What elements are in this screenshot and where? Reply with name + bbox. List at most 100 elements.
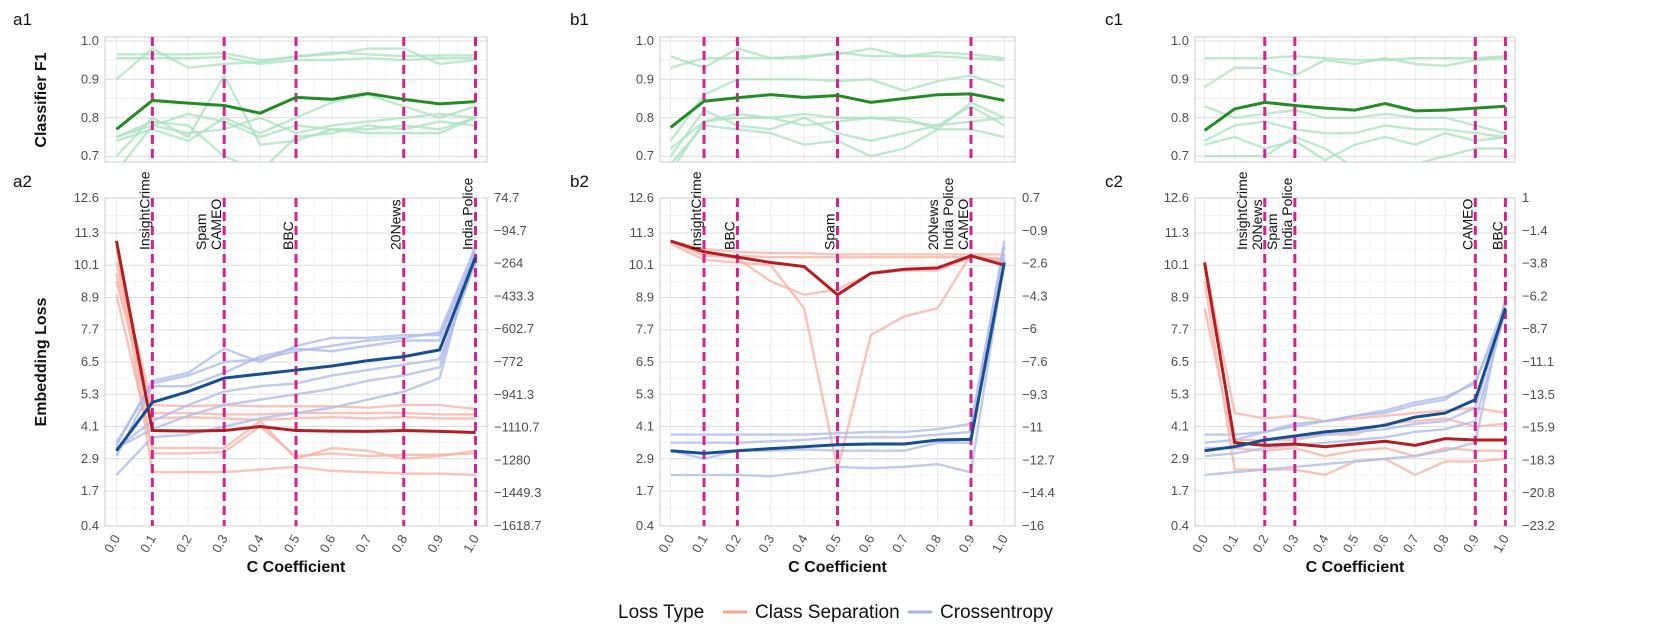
dataset-label: Spam — [1264, 213, 1280, 250]
crossentropy-mean-line — [670, 262, 1006, 455]
panel-label: b1 — [570, 10, 589, 29]
crossentropy-run-line — [1204, 313, 1507, 436]
right-y-tick-label: −772 — [494, 354, 523, 369]
right-y-tick-label: −20.8 — [1522, 485, 1555, 500]
left-y-tick-label: 10.1 — [629, 257, 654, 272]
right-y-tick-label: −3.8 — [1522, 256, 1548, 271]
legend-entry-label: Crossentropy — [940, 602, 1053, 623]
f1-run-line — [1204, 105, 1506, 135]
panel-label: a1 — [13, 10, 32, 29]
f1-mean-line — [669, 92, 1005, 129]
loss-panel-a2: 0.4 1.7 2.9 4.1 5.3 6.5 7.7 8.9 10.1 11.3 12.6 74.7… — [13, 171, 541, 576]
left-y-tick-label: 2.9 — [81, 451, 99, 466]
x-tick-label: 0.5 — [1340, 532, 1362, 555]
right-y-tick-label: −11 — [1022, 420, 1043, 435]
f1-panel-b1: 0.7 0.8 0.9 1.0 b1 — [570, 10, 1016, 163]
left-y-tick-label: 12.6 — [1164, 190, 1189, 205]
left-y-tick-label: 8.9 — [636, 289, 654, 304]
y-tick-label: 0.7 — [636, 148, 654, 163]
x-tick-label: 1.0 — [1490, 532, 1512, 555]
x-axis-title: C Coefficient — [788, 559, 887, 576]
right-y-tick-label: −14.4 — [1022, 485, 1055, 500]
x-axis-title: C Coefficient — [247, 559, 346, 576]
x-tick-label: 0.3 — [209, 532, 231, 555]
dataset-label: BBC — [1489, 221, 1505, 250]
panel-label: b2 — [570, 172, 589, 191]
left-y-tick-label: 11.3 — [630, 225, 654, 240]
right-y-tick-label: −602.7 — [494, 321, 534, 336]
class-separation-mean-line — [114, 240, 476, 434]
panel-b: 0.7 0.8 0.9 1.0 b1 0.4 1.7 2.9 4.1 5.3 6.5 7.7 8.9 10… — [570, 10, 1055, 576]
left-y-tick-label: 6.5 — [636, 354, 654, 369]
left-y-tick-label: 1.7 — [1171, 483, 1189, 498]
legend-title: Loss Type — [618, 602, 704, 623]
y-tick-label: 1.0 — [81, 33, 99, 48]
y-tick-label: 1.0 — [1171, 33, 1189, 48]
x-tick-label: 0.0 — [1189, 532, 1211, 555]
y-tick-label: 0.8 — [636, 110, 654, 125]
crossentropy-run-line — [670, 246, 1006, 436]
panel-frame — [1194, 36, 1516, 163]
f1-run-line — [116, 55, 476, 66]
class-separation-run-line — [115, 281, 476, 422]
x-tick-label: 0.5 — [281, 532, 303, 555]
class-separation-mean-line — [670, 239, 1005, 297]
crossentropy-run-line — [1204, 310, 1507, 458]
class-separation-mean-line — [1203, 262, 1506, 449]
panel-label: c2 — [1105, 172, 1123, 191]
x-tick-label: 1.0 — [460, 532, 482, 555]
loss-panel-b2: 0.4 1.7 2.9 4.1 5.3 6.5 7.7 8.9 10.1 11.3 12.6 0.7 −… — [570, 171, 1055, 576]
x-tick-label: 0.2 — [722, 532, 744, 555]
y-tick-label: 0.9 — [636, 71, 654, 86]
left-y-tick-label: 10.1 — [1164, 257, 1189, 272]
x-tick-label: 0.4 — [1309, 532, 1331, 555]
dataset-label: InsightCrime — [1234, 171, 1250, 250]
crossentropy-run-line — [115, 251, 477, 457]
right-y-tick-label: 0.7 — [1022, 190, 1040, 205]
x-tick-label: 0.6 — [1370, 532, 1392, 555]
right-y-tick-label: −15.9 — [1522, 420, 1555, 435]
x-tick-label: 0.9 — [424, 532, 446, 555]
y-tick-label: 0.9 — [1171, 71, 1189, 86]
left-y-tick-label: 0.4 — [1171, 518, 1189, 533]
x-tick-label: 0.2 — [1249, 532, 1271, 555]
right-y-tick-label: −1449.3 — [494, 485, 541, 500]
right-y-tick-label: −0.9 — [1022, 223, 1048, 238]
x-tick-label: 0.4 — [789, 532, 811, 555]
f1-panel-a1: 0.7 0.8 0.9 1.0 a1 — [13, 10, 488, 163]
left-y-tick-label: 11.3 — [75, 225, 99, 240]
dataset-label: CAMEO — [208, 199, 224, 250]
right-y-tick-label: −1280 — [494, 452, 531, 467]
dataset-label: Spam — [193, 213, 209, 250]
x-tick-label: 0.7 — [889, 532, 911, 555]
right-y-tick-label: −12.7 — [1022, 452, 1055, 467]
dataset-label: CAMEO — [955, 199, 971, 250]
f1-run-line — [1204, 55, 1506, 62]
y-tick-label: 0.7 — [81, 148, 99, 163]
left-y-tick-label: 5.3 — [636, 386, 654, 401]
legend-entry-label: Class Separation — [755, 602, 900, 623]
right-y-tick-label: −1.4 — [1522, 223, 1548, 238]
legend: Loss Type Class Separation Crossentropy — [618, 602, 1053, 623]
f1-mean-line — [1203, 100, 1506, 132]
left-y-tick-label: 0.4 — [81, 518, 99, 533]
left-y-tick-label: 6.5 — [1171, 354, 1189, 369]
left-y-tick-label: 7.7 — [636, 322, 654, 337]
f1-run-line — [1204, 131, 1506, 162]
dataset-label: 20News — [388, 199, 404, 250]
left-y-tick-label: 8.9 — [1171, 289, 1189, 304]
loss-panel-c2: 0.4 1.7 2.9 4.1 5.3 6.5 7.7 8.9 10.1 11.3 12.6 1 −1.… — [1105, 171, 1555, 576]
panel-c: 0.70.80.91.0c10.41.72.94.15.36.57.78.910… — [1105, 10, 1555, 576]
left-y-tick-label: 2.9 — [1171, 451, 1189, 466]
panel-label: a2 — [13, 172, 32, 191]
right-y-tick-label: −941.3 — [494, 387, 534, 402]
left-y-tick-label: 1.7 — [81, 483, 99, 498]
f1-run-line — [1204, 135, 1506, 162]
x-tick-label: 0.6 — [855, 532, 877, 555]
left-y-tick-label: 12.6 — [629, 190, 654, 205]
dataset-label: India Police — [1279, 177, 1295, 250]
right-y-tick-label: −9.3 — [1022, 387, 1048, 402]
right-y-tick-label: −7.6 — [1022, 354, 1048, 369]
left-y-tick-label: 7.7 — [1171, 322, 1189, 337]
class-separation-run-line — [115, 262, 476, 411]
